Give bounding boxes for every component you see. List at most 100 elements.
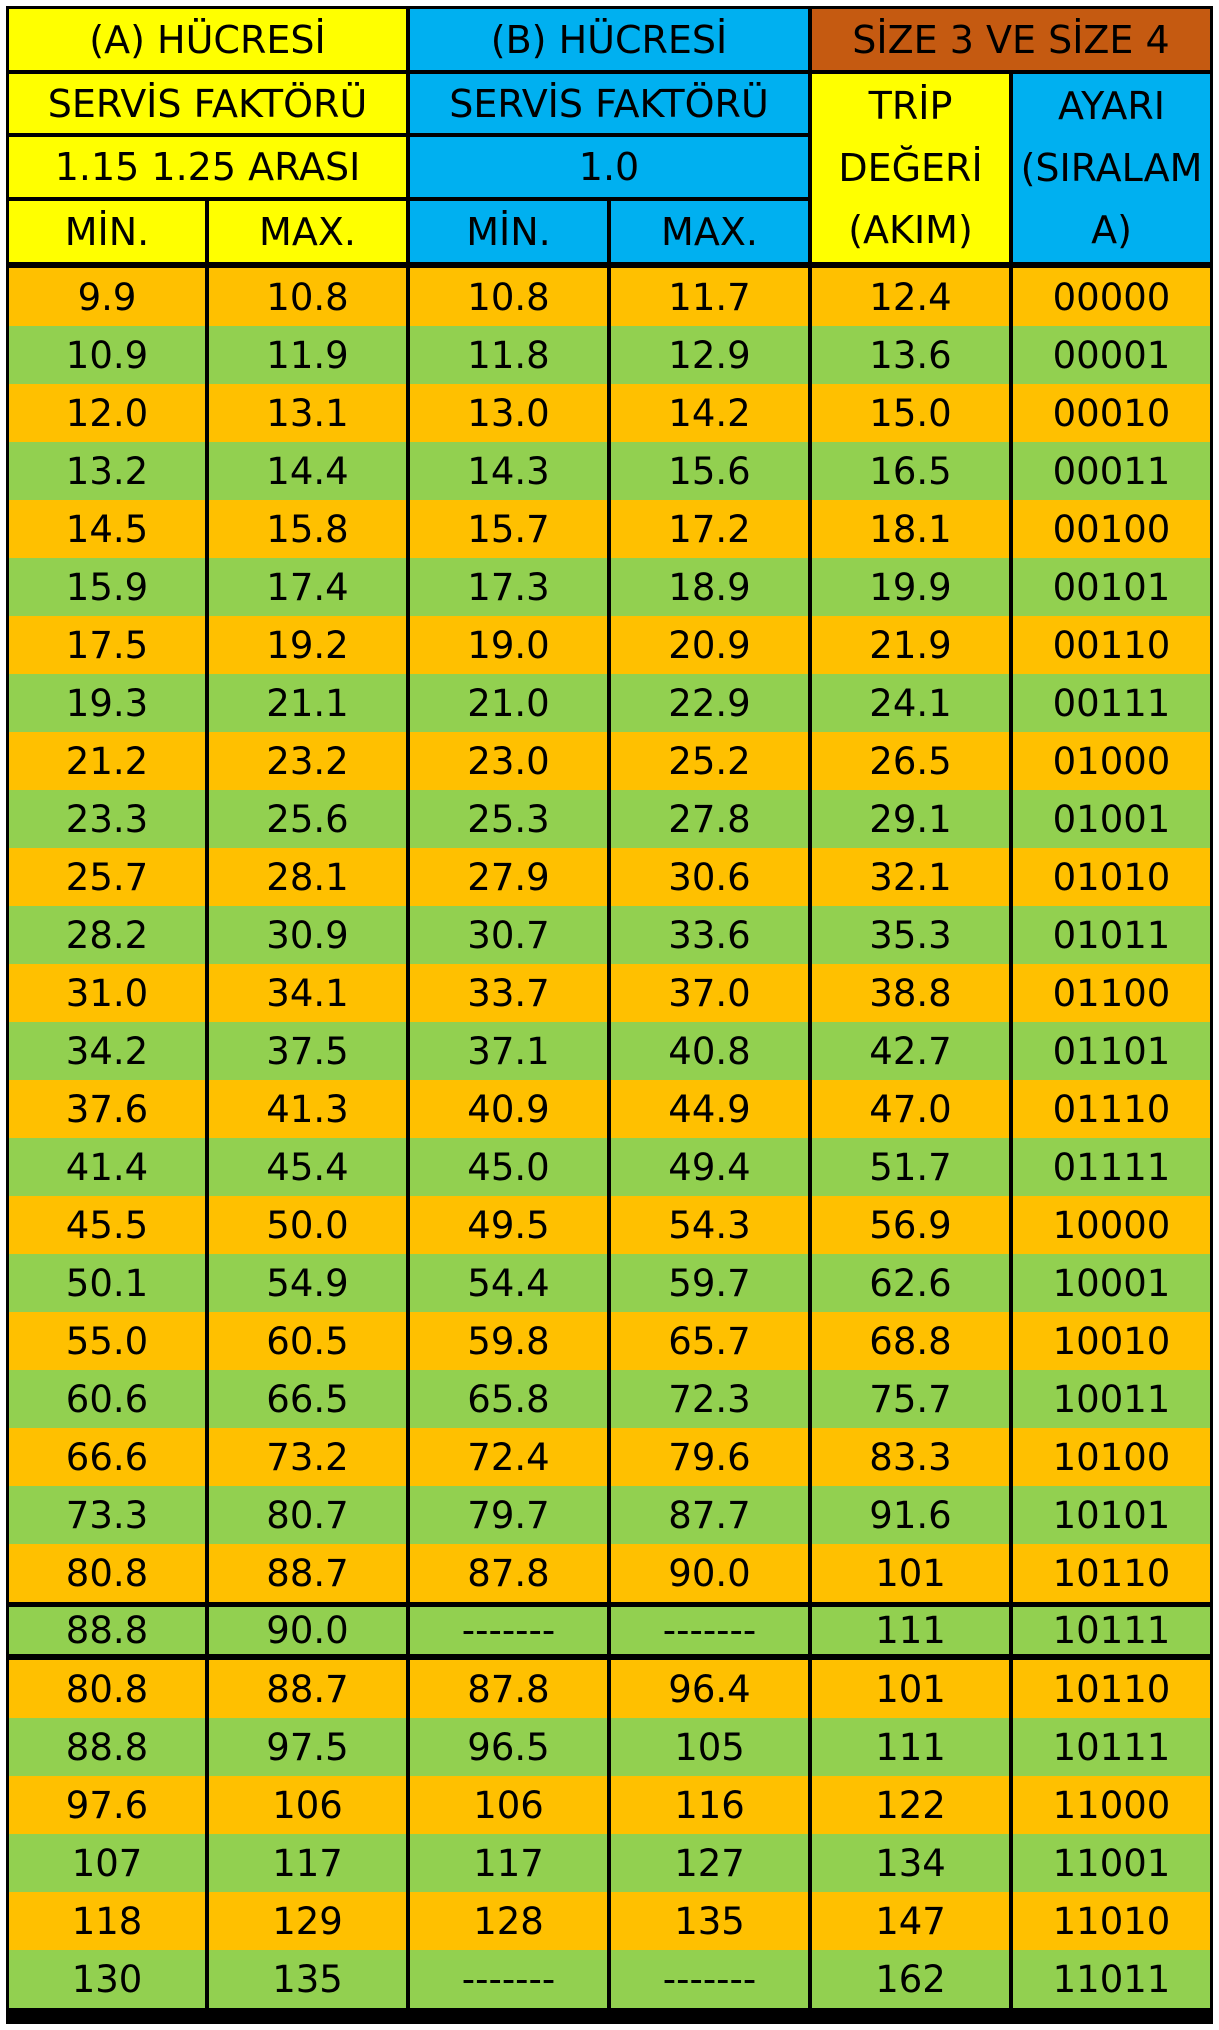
setting-code-cell: 11001 bbox=[1013, 1834, 1210, 1892]
setting-code-cell: 10111 bbox=[1013, 1607, 1210, 1654]
max-b-cell: 105 bbox=[611, 1718, 808, 1776]
min-a-cell: 31.0 bbox=[9, 964, 205, 1022]
max-b-cell: 44.9 bbox=[611, 1080, 808, 1138]
min-a-cell: 34.2 bbox=[9, 1022, 205, 1080]
trip-value-cell: 122 bbox=[812, 1776, 1009, 1834]
min-a-cell: 66.6 bbox=[9, 1428, 205, 1486]
trip-value-header-line: (AKIM) bbox=[848, 208, 973, 252]
setting-order-header-line: (SIRALAM bbox=[1020, 146, 1203, 190]
min-b-cell: 79.7 bbox=[410, 1486, 607, 1544]
service-factor-b: SERVİS FAKTÖRÜ bbox=[410, 74, 808, 133]
setting-code-cell: 01000 bbox=[1013, 732, 1210, 790]
setting-code-cell: 10000 bbox=[1013, 1196, 1210, 1254]
setting-code-cell: 10100 bbox=[1013, 1428, 1210, 1486]
min-b-cell: 19.0 bbox=[410, 616, 607, 674]
max-a-cell: 34.1 bbox=[209, 964, 406, 1022]
min-b-cell: 13.0 bbox=[410, 384, 607, 442]
max-b-cell: 11.7 bbox=[611, 268, 808, 326]
max-a-cell: 37.5 bbox=[209, 1022, 406, 1080]
setting-code-cell: 00000 bbox=[1013, 268, 1210, 326]
min-b-cell: 21.0 bbox=[410, 674, 607, 732]
min-b-cell: 14.3 bbox=[410, 442, 607, 500]
max-b-cell: 27.8 bbox=[611, 790, 808, 848]
max-a-cell: 11.9 bbox=[209, 326, 406, 384]
range-b: 1.0 bbox=[410, 137, 808, 197]
trip-value-header: TRİP DEĞERİ (AKIM) bbox=[812, 74, 1009, 262]
max-a-cell: 17.4 bbox=[209, 558, 406, 616]
max-a-cell: 106 bbox=[209, 1776, 406, 1834]
min-a-cell: 130 bbox=[9, 1950, 205, 2008]
min-a-cell: 55.0 bbox=[9, 1312, 205, 1370]
min-a-cell: 60.6 bbox=[9, 1370, 205, 1428]
max-a-header: MAX. bbox=[209, 201, 406, 262]
trip-value-cell: 68.8 bbox=[812, 1312, 1009, 1370]
min-b-cell: ------- bbox=[410, 1950, 607, 2008]
min-a-cell: 15.9 bbox=[9, 558, 205, 616]
trip-value-cell: 12.4 bbox=[812, 268, 1009, 326]
min-a-cell: 25.7 bbox=[9, 848, 205, 906]
trip-value-cell: 13.6 bbox=[812, 326, 1009, 384]
min-b-cell: 40.9 bbox=[410, 1080, 607, 1138]
min-a-cell: 88.8 bbox=[9, 1607, 205, 1654]
min-b-cell: 25.3 bbox=[410, 790, 607, 848]
service-factor-table: (A) HÜCRESİ (B) HÜCRESİ SİZE 3 VE SİZE 4 SE… bbox=[6, 6, 1213, 2024]
min-a-cell: 21.2 bbox=[9, 732, 205, 790]
max-a-cell: 60.5 bbox=[209, 1312, 406, 1370]
setting-code-cell: 11000 bbox=[1013, 1776, 1210, 1834]
min-b-cell: 87.8 bbox=[410, 1544, 607, 1602]
min-a-cell: 12.0 bbox=[9, 384, 205, 442]
max-a-cell: 66.5 bbox=[209, 1370, 406, 1428]
min-b-cell: 45.0 bbox=[410, 1138, 607, 1196]
trip-value-cell: 42.7 bbox=[812, 1022, 1009, 1080]
max-b-cell: 12.9 bbox=[611, 326, 808, 384]
max-b-cell: 79.6 bbox=[611, 1428, 808, 1486]
max-a-cell: 28.1 bbox=[209, 848, 406, 906]
setting-order-header: AYARI (SIRALAM A) bbox=[1013, 74, 1210, 262]
trip-value-cell: 15.0 bbox=[812, 384, 1009, 442]
setting-code-cell: 10110 bbox=[1013, 1544, 1210, 1602]
min-b-cell: 117 bbox=[410, 1834, 607, 1892]
trip-value-cell: 47.0 bbox=[812, 1080, 1009, 1138]
min-a-cell: 88.8 bbox=[9, 1718, 205, 1776]
setting-code-cell: 10011 bbox=[1013, 1370, 1210, 1428]
max-b-cell: 40.8 bbox=[611, 1022, 808, 1080]
max-a-cell: 88.7 bbox=[209, 1660, 406, 1718]
group-a-title: (A) HÜCRESİ bbox=[9, 9, 406, 70]
min-b-cell: 96.5 bbox=[410, 1718, 607, 1776]
min-b-cell: 37.1 bbox=[410, 1022, 607, 1080]
trip-value-cell: 162 bbox=[812, 1950, 1009, 2008]
trip-value-cell: 134 bbox=[812, 1834, 1009, 1892]
min-a-cell: 73.3 bbox=[9, 1486, 205, 1544]
trip-value-header-line: TRİP bbox=[868, 84, 953, 128]
max-a-cell: 54.9 bbox=[209, 1254, 406, 1312]
trip-value-cell: 19.9 bbox=[812, 558, 1009, 616]
min-a-cell: 10.9 bbox=[9, 326, 205, 384]
setting-code-cell: 11011 bbox=[1013, 1950, 1210, 2008]
trip-value-cell: 101 bbox=[812, 1660, 1009, 1718]
max-a-cell: 129 bbox=[209, 1892, 406, 1950]
max-b-cell: 14.2 bbox=[611, 384, 808, 442]
min-b-cell: 15.7 bbox=[410, 500, 607, 558]
max-b-cell: 135 bbox=[611, 1892, 808, 1950]
trip-value-cell: 101 bbox=[812, 1544, 1009, 1602]
setting-code-cell: 01011 bbox=[1013, 906, 1210, 964]
min-b-cell: 87.8 bbox=[410, 1660, 607, 1718]
max-b-cell: 54.3 bbox=[611, 1196, 808, 1254]
min-b-cell: 65.8 bbox=[410, 1370, 607, 1428]
trip-value-cell: 83.3 bbox=[812, 1428, 1009, 1486]
max-b-cell: 96.4 bbox=[611, 1660, 808, 1718]
min-b-cell: 128 bbox=[410, 1892, 607, 1950]
min-a-cell: 41.4 bbox=[9, 1138, 205, 1196]
max-a-cell: 30.9 bbox=[209, 906, 406, 964]
max-b-header: MAX. bbox=[611, 201, 808, 262]
min-a-cell: 9.9 bbox=[9, 268, 205, 326]
max-a-cell: 10.8 bbox=[209, 268, 406, 326]
max-a-cell: 80.7 bbox=[209, 1486, 406, 1544]
min-b-cell: 106 bbox=[410, 1776, 607, 1834]
max-b-cell: 20.9 bbox=[611, 616, 808, 674]
max-a-cell: 15.8 bbox=[209, 500, 406, 558]
max-a-cell: 19.2 bbox=[209, 616, 406, 674]
setting-code-cell: 01111 bbox=[1013, 1138, 1210, 1196]
group-b-title: (B) HÜCRESİ bbox=[410, 9, 808, 70]
min-b-cell: 49.5 bbox=[410, 1196, 607, 1254]
